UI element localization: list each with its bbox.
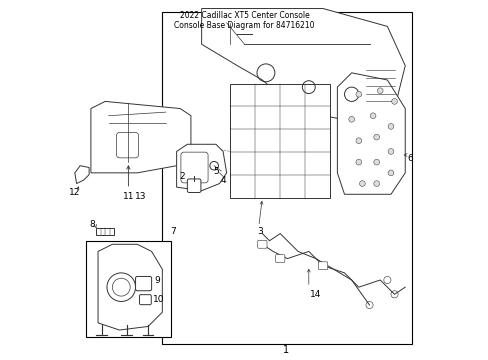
Bar <box>85 241 171 337</box>
Circle shape <box>387 170 393 176</box>
Circle shape <box>348 116 354 122</box>
Polygon shape <box>176 144 226 191</box>
Polygon shape <box>201 9 405 123</box>
FancyBboxPatch shape <box>187 179 201 193</box>
Text: 10: 10 <box>153 295 164 304</box>
Circle shape <box>355 91 361 97</box>
FancyBboxPatch shape <box>275 255 285 262</box>
Bar <box>230 84 329 198</box>
Circle shape <box>373 181 379 186</box>
Text: 8: 8 <box>90 220 95 229</box>
Text: 9: 9 <box>154 275 160 284</box>
Circle shape <box>355 138 361 144</box>
Text: 2022 Cadillac XT5 Center Console
Console Base Diagram for 84716210: 2022 Cadillac XT5 Center Console Console… <box>174 11 314 30</box>
Circle shape <box>373 134 379 140</box>
FancyBboxPatch shape <box>257 240 266 248</box>
Circle shape <box>377 88 382 94</box>
Text: 12: 12 <box>69 188 81 197</box>
Circle shape <box>391 99 397 104</box>
Circle shape <box>359 181 365 186</box>
Text: 13: 13 <box>135 192 146 201</box>
Circle shape <box>387 149 393 154</box>
Polygon shape <box>91 102 190 173</box>
Text: 14: 14 <box>309 290 321 299</box>
Circle shape <box>373 159 379 165</box>
Text: 3: 3 <box>257 227 263 236</box>
Circle shape <box>387 123 393 129</box>
Text: 2: 2 <box>179 172 184 181</box>
Text: 11: 11 <box>122 192 134 201</box>
Text: 4: 4 <box>220 176 225 185</box>
FancyBboxPatch shape <box>181 152 207 183</box>
FancyBboxPatch shape <box>139 295 151 305</box>
FancyBboxPatch shape <box>135 276 151 291</box>
Polygon shape <box>98 244 162 330</box>
Polygon shape <box>96 228 114 235</box>
Polygon shape <box>337 73 405 194</box>
Circle shape <box>369 113 375 118</box>
Circle shape <box>355 159 361 165</box>
Text: 1: 1 <box>282 345 288 355</box>
FancyBboxPatch shape <box>116 132 138 158</box>
Text: 5: 5 <box>213 167 218 176</box>
Polygon shape <box>75 166 89 184</box>
FancyBboxPatch shape <box>318 262 327 270</box>
Text: 6: 6 <box>407 154 413 163</box>
Text: 7: 7 <box>170 227 176 236</box>
Bar <box>162 12 411 344</box>
